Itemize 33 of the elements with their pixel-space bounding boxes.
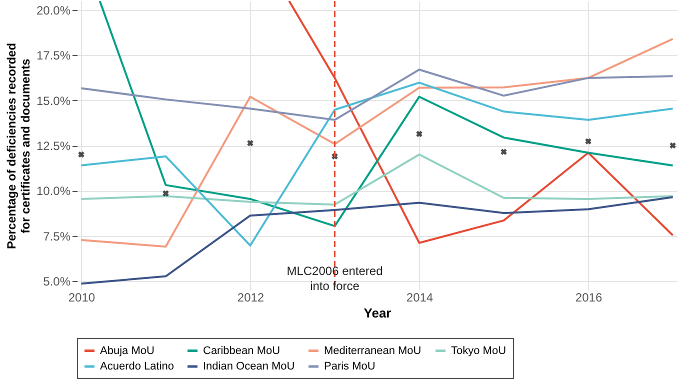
point bbox=[416, 130, 422, 138]
legend-label: Abuja MoU bbox=[100, 344, 154, 357]
point bbox=[162, 190, 169, 196]
line-series bbox=[80, 68, 674, 121]
x-tick-label: 2016 bbox=[575, 290, 602, 304]
point bbox=[585, 138, 592, 144]
y-tick-label: 15.0% bbox=[36, 94, 71, 108]
x-axis-title: Year bbox=[364, 306, 392, 320]
point bbox=[247, 140, 254, 146]
y-tick-label: 12.5% bbox=[36, 139, 71, 153]
x-tick-label: 2010 bbox=[68, 290, 96, 304]
point bbox=[78, 151, 84, 158]
point bbox=[500, 148, 507, 155]
line-series bbox=[80, 82, 674, 247]
y-tick-label: 20.0% bbox=[36, 4, 71, 18]
point bbox=[670, 142, 676, 149]
legend-label: Paris MoU bbox=[324, 360, 376, 372]
ref-line-label: MLC2006 entered into force bbox=[286, 264, 383, 293]
legend-label: Mediterranean MoU bbox=[324, 344, 422, 357]
x-tick-label: 2012 bbox=[237, 290, 264, 304]
y-tick-label: 7.5% bbox=[43, 229, 71, 244]
legend-label: Indian Ocean MoU bbox=[203, 360, 295, 372]
y-tick-label: 10.0% bbox=[36, 184, 71, 198]
legend-label: Caribbean MoU bbox=[203, 344, 280, 357]
legend-label: Tokyo MoU bbox=[451, 344, 506, 357]
line-series bbox=[98, 1, 674, 228]
line-series bbox=[80, 38, 674, 248]
y-tick-label: 5.0% bbox=[43, 274, 71, 288]
y-tick-label: 17.5% bbox=[36, 48, 71, 63]
x-tick-label: 2014 bbox=[406, 290, 434, 304]
line-series bbox=[80, 154, 674, 206]
y-axis-title: Percentage of deficiencies recorded for certificates and documents bbox=[4, 42, 32, 250]
legend-label: Acuerdo Latino bbox=[100, 360, 174, 372]
